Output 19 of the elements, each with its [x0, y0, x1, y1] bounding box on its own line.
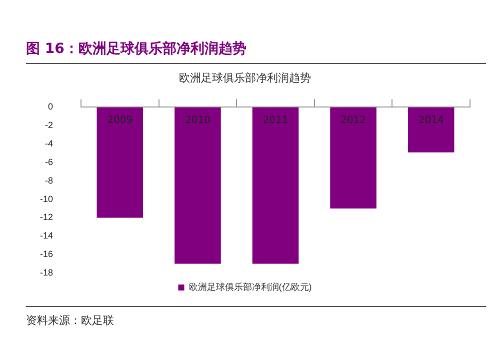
- y-tick-label: -18: [40, 267, 54, 278]
- y-tick-label: 0: [48, 102, 54, 112]
- y-tick-label: -10: [40, 194, 54, 204]
- x-tick-label: 2012: [340, 114, 366, 126]
- y-tick-label: -4: [44, 138, 54, 149]
- x-tick-label: 2011: [262, 114, 288, 126]
- chart-subtitle: 欧洲足球俱乐部净利润趋势: [179, 71, 311, 84]
- chart-title: 图 16：欧洲足球俱乐部净利润趋势: [26, 40, 486, 64]
- x-tick-label: 2014: [418, 114, 444, 126]
- y-tick-label: -14: [40, 230, 54, 241]
- y-tick-label: -12: [40, 212, 54, 222]
- y-tick-label: -6: [44, 156, 54, 167]
- x-tick-label: 2010: [184, 114, 210, 126]
- text: 资料来源：欧足联: [26, 306, 486, 328]
- legend-label: 欧洲足球俱乐部净利润(亿欧元): [188, 282, 312, 292]
- y-tick-label: -2: [44, 120, 54, 130]
- x-tick-label: 2009: [107, 114, 133, 126]
- y-tick-label: -16: [40, 249, 54, 260]
- y-tick-label: -8: [44, 175, 54, 186]
